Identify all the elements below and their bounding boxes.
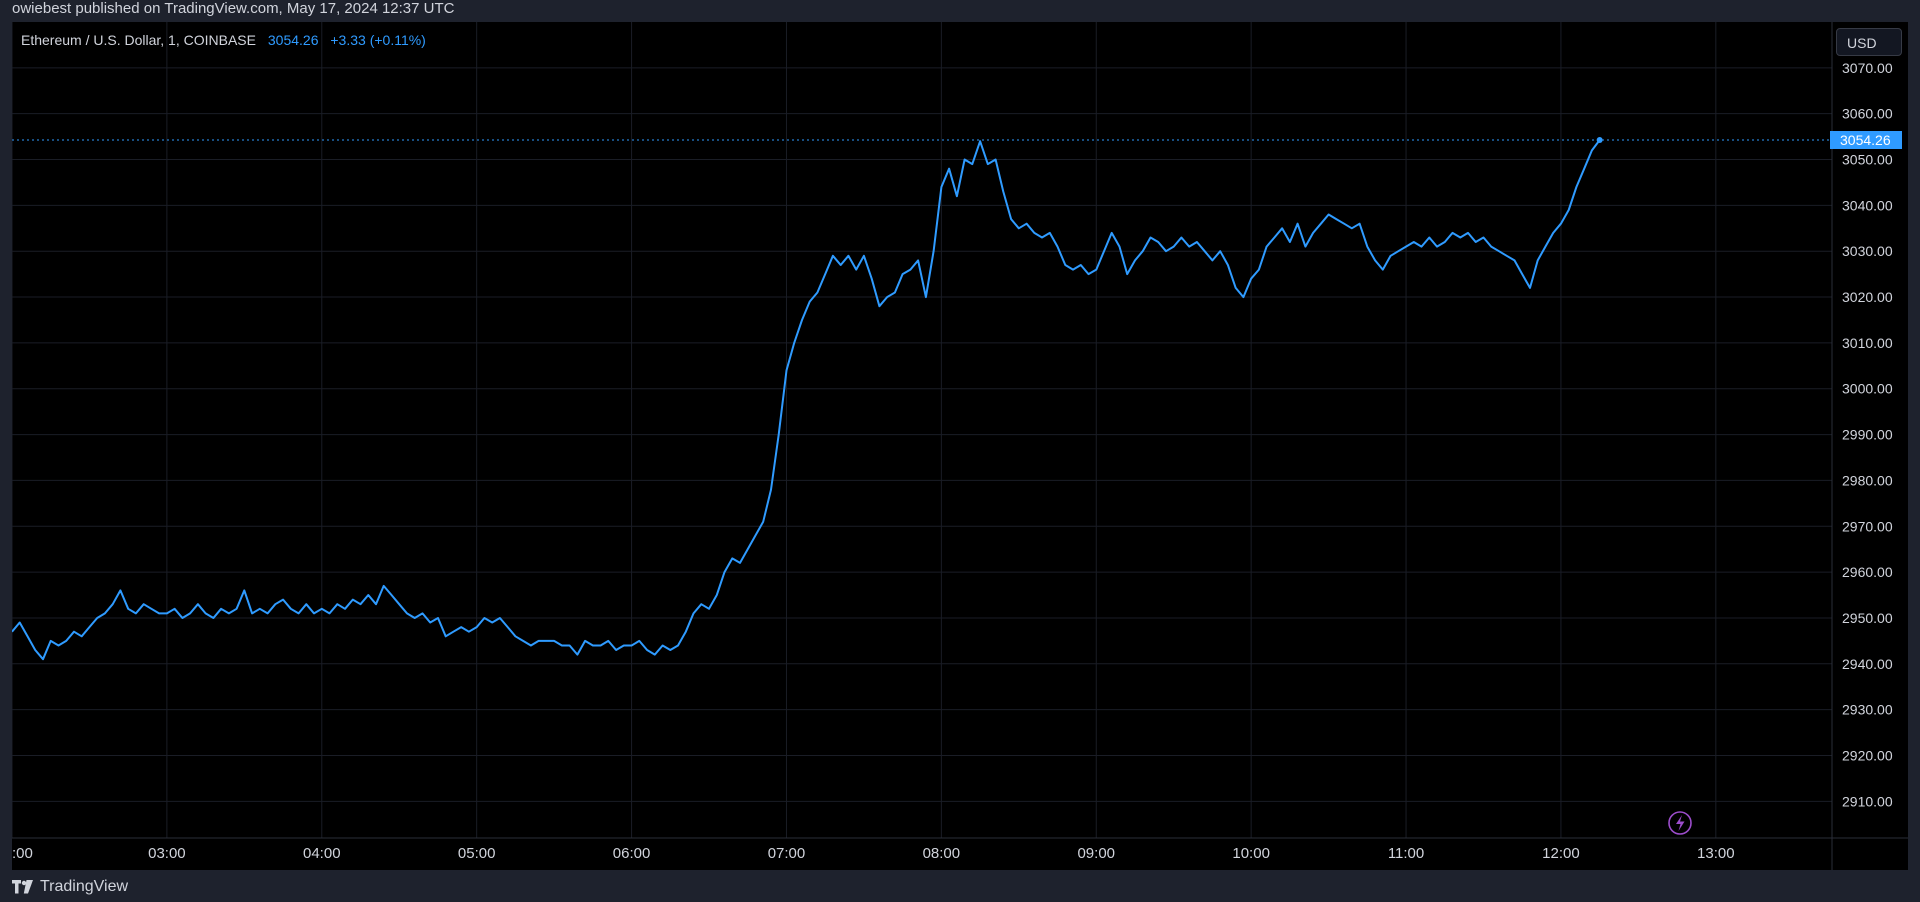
- y-tick-label: 2940.00: [1842, 656, 1893, 672]
- y-tick-label: 2980.00: [1842, 472, 1893, 488]
- x-tick-label: 03:00: [148, 845, 186, 862]
- tradingview-logo[interactable]: TradingView: [12, 878, 128, 896]
- y-tick-label: 2920.00: [1842, 747, 1893, 763]
- x-tick-label: 10:00: [1232, 845, 1270, 862]
- y-tick-label: 3070.00: [1842, 60, 1893, 76]
- y-tick-label: 3060.00: [1842, 106, 1893, 122]
- chart-area[interactable]: 2910.00 2920.00 2930.00 2940.00 2950.00 2960.…: [12, 22, 1908, 870]
- last-price-tag-bg: [1830, 130, 1902, 149]
- last-price-tag: 3054.26: [1830, 130, 1902, 149]
- last-price-tag-label: 3054.26: [1840, 132, 1891, 148]
- y-tick-label: 2990.00: [1842, 427, 1893, 443]
- x-tick-label: 08:00: [923, 845, 961, 862]
- x-tick-label: 13:00: [1697, 845, 1735, 862]
- y-tick-label: 2910.00: [1842, 793, 1893, 809]
- symbol-legend: Ethereum / U.S. Dollar, 1, COINBASE 3054…: [21, 32, 426, 48]
- last-price-dot: [1596, 136, 1603, 143]
- footer: TradingView: [0, 870, 1920, 902]
- x-tick-label: :00: [12, 845, 33, 862]
- y-tick-label: 3000.00: [1842, 381, 1893, 397]
- x-tick-label: 12:00: [1542, 845, 1580, 862]
- lightning-icon[interactable]: [1668, 811, 1692, 835]
- x-tick-label: 05:00: [458, 845, 496, 862]
- y-tick-label: 2970.00: [1842, 518, 1893, 534]
- x-tick-label: 09:00: [1077, 845, 1115, 862]
- x-tick-label: 07:00: [768, 845, 806, 862]
- y-tick-label: 3020.00: [1842, 289, 1893, 305]
- published-text: owiebest published on TradingView.com, M…: [12, 0, 455, 17]
- price-axis[interactable]: 2910.00 2920.00 2930.00 2940.00 2950.00 2960.…: [1842, 60, 1893, 809]
- y-tick-label: 3010.00: [1842, 335, 1893, 351]
- brand-name: TradingView: [40, 878, 129, 895]
- grid-lines: [12, 22, 1832, 838]
- legend-price: 3054.26: [267, 32, 319, 48]
- time-axis[interactable]: :00 03:00 04:00 05:00 06:00 07:00 08:00 09:00 10…: [12, 845, 1735, 862]
- price-chart[interactable]: 2910.00 2920.00 2930.00 2940.00 2950.00 2960.…: [12, 22, 1908, 870]
- y-tick-label: 2930.00: [1842, 702, 1893, 718]
- y-tick-label: 3040.00: [1842, 197, 1893, 213]
- y-tick-label: 3050.00: [1842, 152, 1893, 168]
- x-tick-label: 06:00: [613, 845, 651, 862]
- published-header: owiebest published on TradingView.com, M…: [0, 0, 1920, 22]
- legend-change: +3.33 (+0.11%): [330, 32, 426, 48]
- y-tick-label: 3030.00: [1842, 243, 1893, 259]
- x-tick-label: 11:00: [1388, 845, 1424, 862]
- currency-button[interactable]: USD: [1836, 28, 1902, 56]
- tradingview-logo-icon: [12, 880, 33, 894]
- x-tick-label: 04:00: [303, 845, 341, 862]
- y-tick-label: 2950.00: [1842, 610, 1893, 626]
- symbol-name: Ethereum / U.S. Dollar, 1, COINBASE: [21, 32, 256, 48]
- y-tick-label: 2960.00: [1842, 564, 1893, 580]
- series-line: [12, 139, 1601, 661]
